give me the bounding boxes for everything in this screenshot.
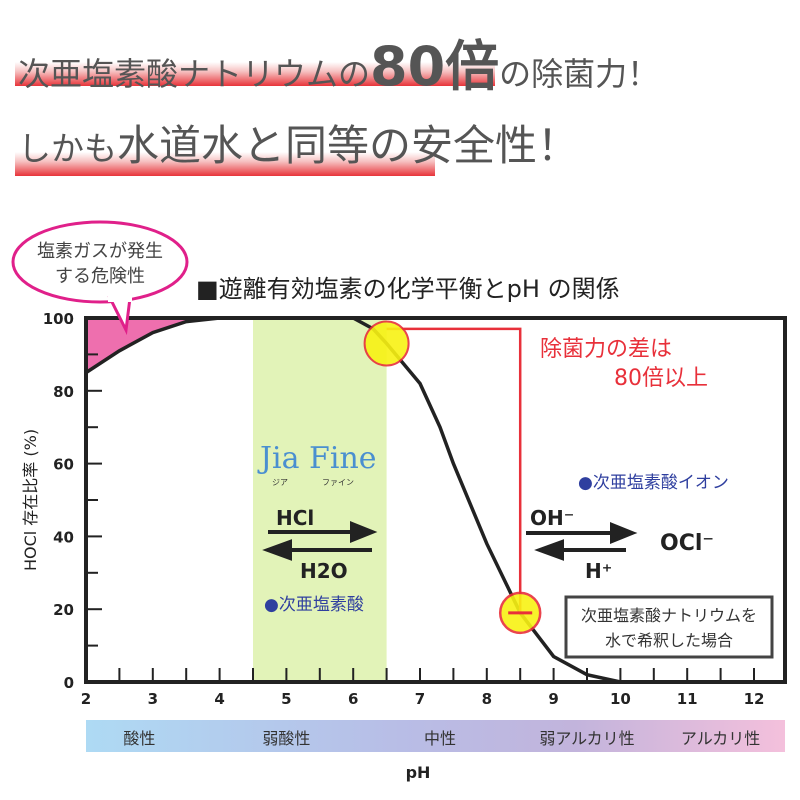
arrow-right-icon [526,522,638,544]
chlorine-gas-area [86,318,220,373]
ph-scale-bar [86,720,785,752]
speech-bubble [11,220,189,304]
y-tick-label: 0 [64,674,74,692]
eq-right-product: OCl⁻ [660,531,714,556]
x-tick-label: 5 [281,690,291,708]
hocl-label: ●次亜塩素酸 [264,595,364,615]
arrow-left-icon [262,539,372,561]
x-tick-label: 2 [81,690,91,708]
x-tick-label: 12 [744,690,765,708]
x-tick-label: 11 [677,690,698,708]
weak-acid-band [253,318,387,682]
y-axis-label: HOCl 存在比率 (%) [21,429,40,571]
ph-scale-label: 弱アルカリ性 [539,729,634,748]
headline1-text: 次亜塩素酸ナトリウムの [18,55,371,93]
x-tick-label: 7 [415,690,425,708]
difference-line [386,327,522,613]
arrow-right-icon [268,521,378,543]
eq-left-bottom: H2O [300,559,348,583]
hocl-curve [86,318,785,682]
y-tick-label: 40 [53,528,74,546]
ph-scale-label: 中性 [424,729,456,748]
headline1: 次亜塩素酸ナトリウムの80倍の除菌力！ [18,22,659,101]
annotation-line1: 除菌力の差は [540,337,672,362]
ph-scale-label: アルカリ性 [681,729,760,748]
headline2-underline [15,152,435,176]
headline1-underline [15,62,495,86]
headline1-emphasis: 80倍 [370,35,500,98]
ph-scale-label: 酸性 [123,729,155,748]
y-tick-label: 60 [53,456,74,474]
annotation-line2: 80倍以上 [614,366,708,391]
y-tick-label: 100 [43,310,74,328]
x-tick-label: 10 [610,690,631,708]
brand-kana2: ファイン [322,478,354,487]
x-axis-label: pH [406,763,431,782]
eq-right-bottom: H⁺ [585,559,612,583]
y-tick-label: 80 [53,383,74,401]
arrow-left-icon [534,539,626,561]
brand-kana1: ジア [272,478,288,487]
eq-right-top: OH⁻ [530,506,574,530]
x-tick-label: 9 [548,690,558,708]
ph-scale-label: 弱酸性 [262,729,310,748]
eq-left-top: HCl [276,506,314,530]
note-line1: 次亜塩素酸ナトリウムを [581,606,757,625]
y-tick-label: 20 [53,601,74,619]
headline1-text-end: の除菌力！ [499,55,660,93]
marker-high [363,320,410,367]
note-line2: 水で希釈した場合 [605,631,733,650]
brand-logo: Jia Fine [257,441,377,476]
headline2-text: しかも [18,129,117,168]
chart-title: ■遊離有効塩素の化学平衡とpH の関係 [196,275,620,303]
x-tick-label: 6 [348,690,358,708]
headline2-emphasis: 水道水と同等の安全性！ [117,121,580,170]
note-box [564,595,774,659]
headline2: しかも水道水と同等の安全性！ [18,112,579,173]
x-tick-label: 8 [482,690,492,708]
ocl-label: ●次亜塩素酸イオン [578,473,729,493]
bubble-line1: 塩素ガスが発生 [37,241,163,262]
x-tick-label: 4 [214,690,224,708]
x-tick-label: 3 [148,690,158,708]
plot-frame [84,316,787,684]
bubble-line2: する危険性 [55,266,145,287]
